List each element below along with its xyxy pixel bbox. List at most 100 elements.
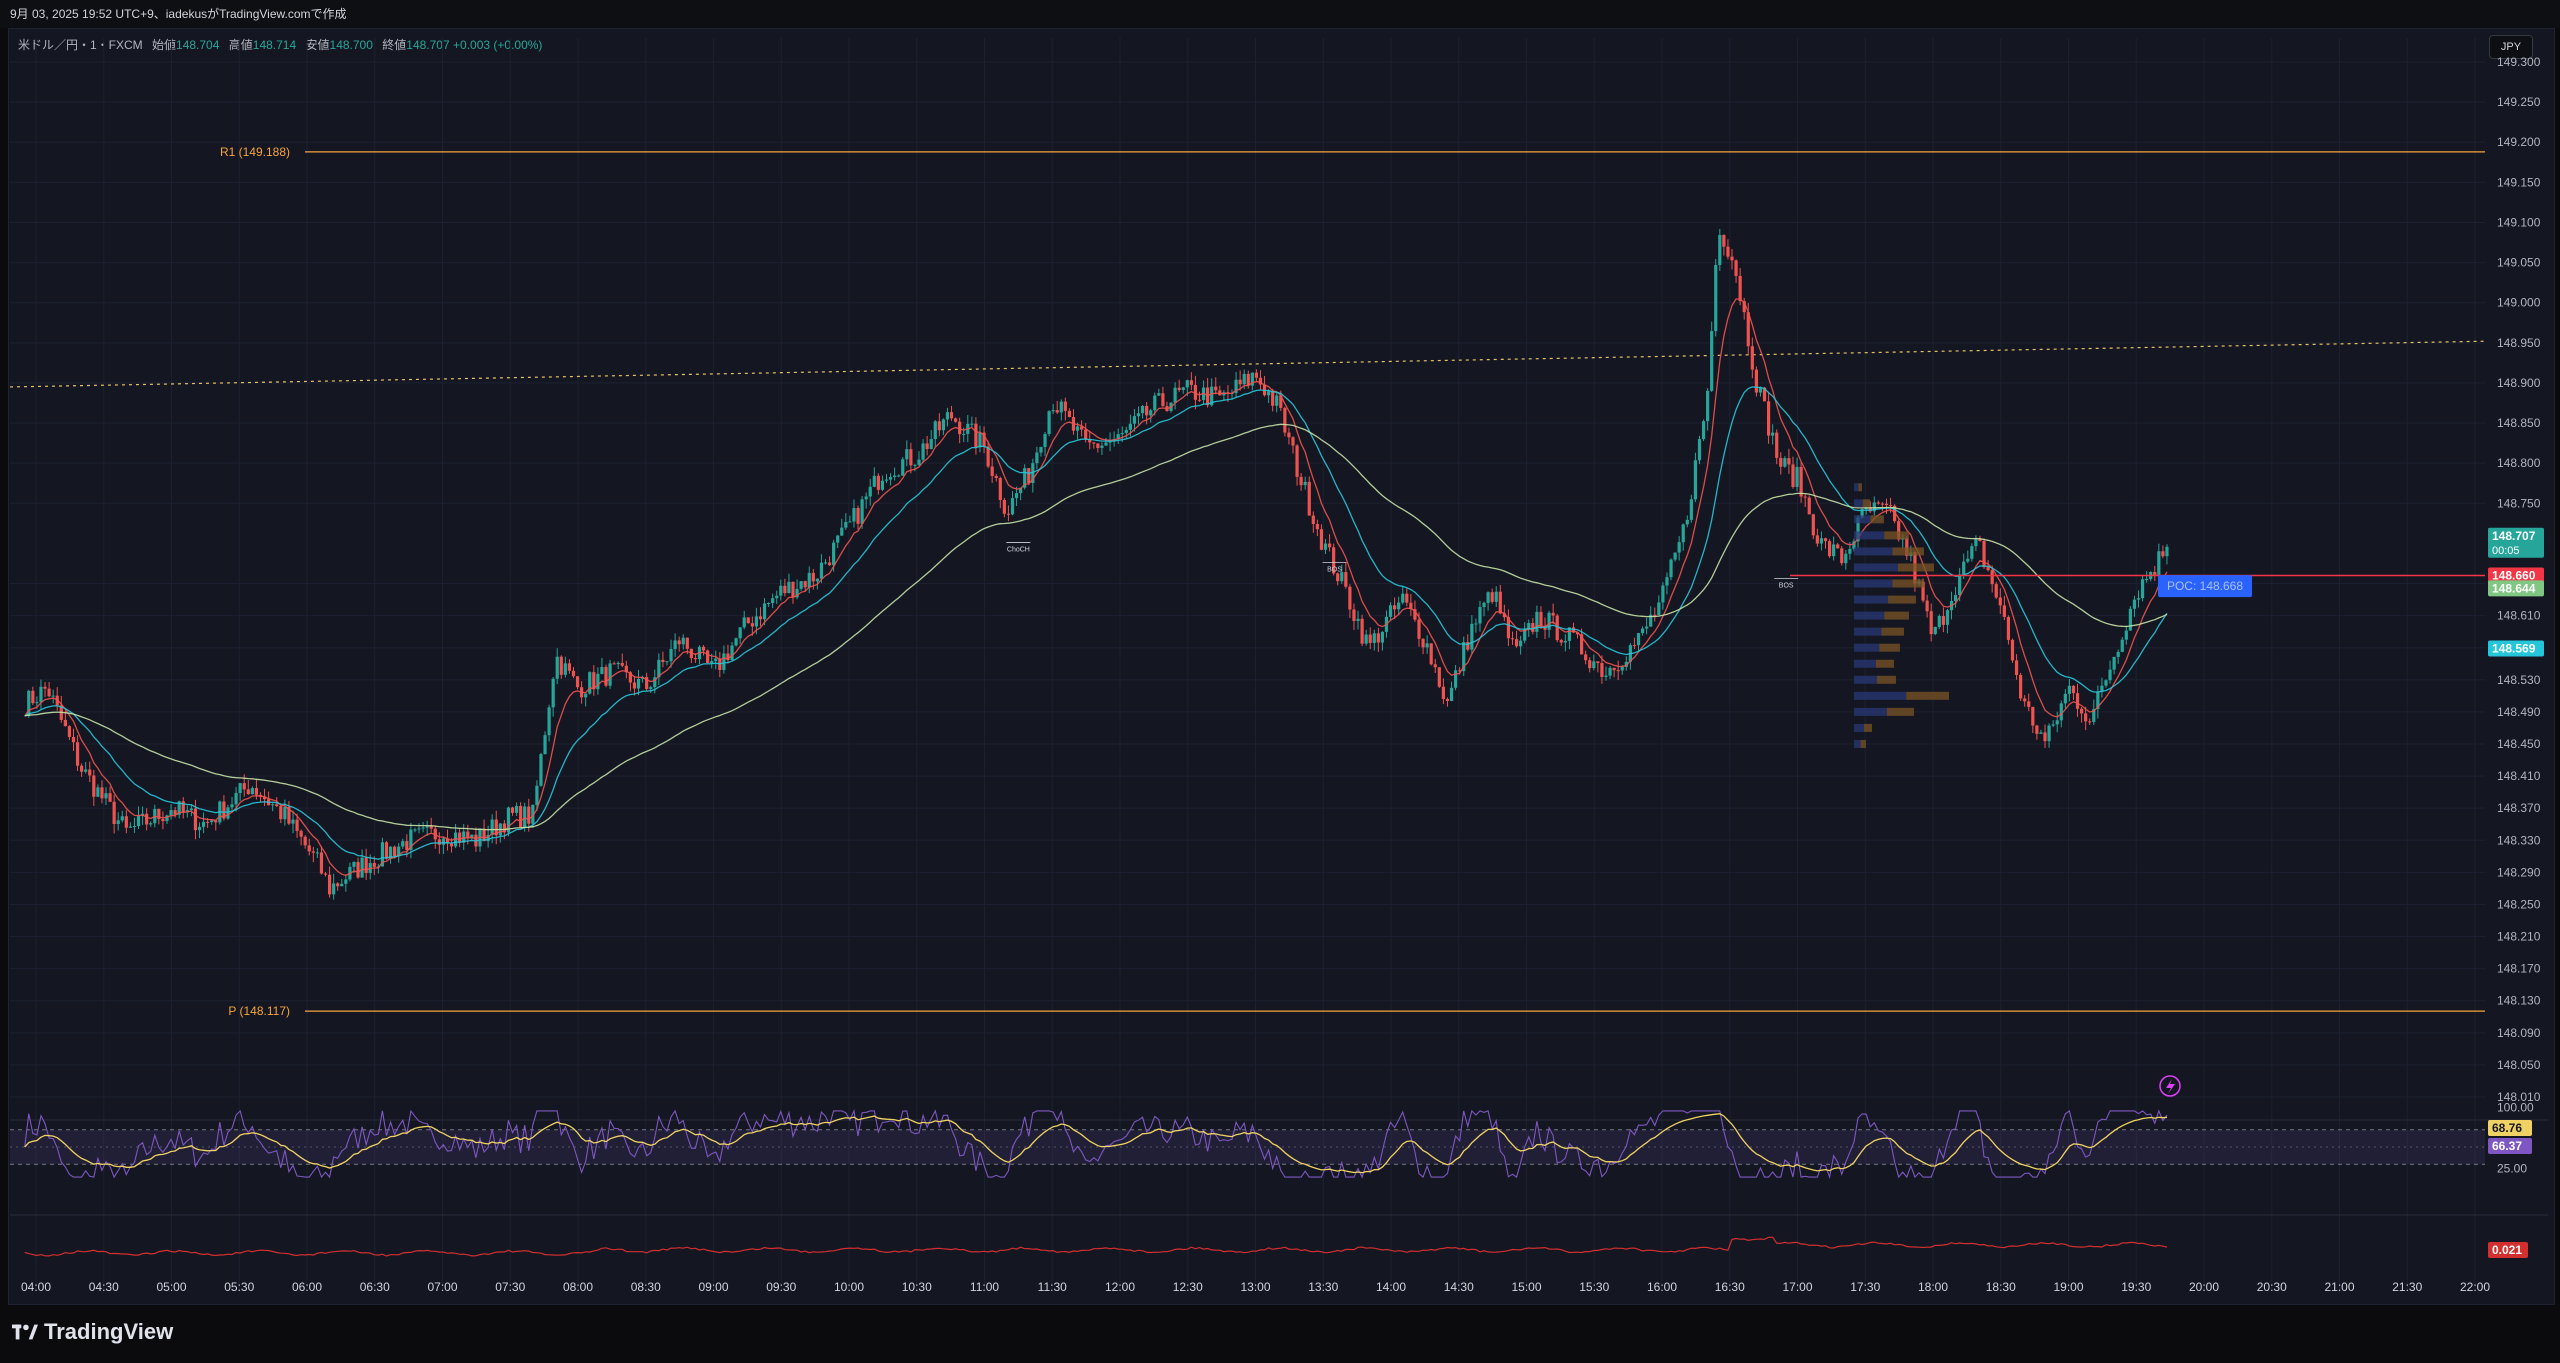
candle-body	[1075, 426, 1080, 431]
candle-body	[372, 862, 376, 867]
candle-body	[1669, 559, 1673, 578]
candle-body	[681, 637, 685, 645]
candle-body	[340, 883, 344, 887]
candle-body	[2023, 698, 2027, 702]
candle-body	[909, 449, 913, 466]
y-tick-label: 149.200	[2497, 135, 2541, 149]
candle-body	[1462, 642, 1466, 672]
candle-body	[575, 676, 580, 688]
candle-body	[807, 572, 811, 588]
candle-body	[230, 804, 234, 808]
structure-annotation: BOS	[1779, 583, 1794, 590]
lightning-icon[interactable]	[2159, 1075, 2181, 1097]
candle-body	[47, 688, 51, 697]
candle-body	[653, 677, 657, 688]
candle-body	[1409, 602, 1413, 610]
candle-body	[710, 661, 714, 664]
x-tick-label: 06:30	[360, 1280, 390, 1294]
candle-body	[112, 801, 116, 824]
candle-body	[2116, 651, 2120, 657]
candle-body	[2153, 572, 2157, 575]
candle-body	[2067, 685, 2072, 694]
currency-button[interactable]: JPY	[2489, 35, 2533, 59]
candle-body	[1795, 466, 1799, 487]
candle-body	[1884, 503, 1889, 506]
candle-body	[466, 831, 470, 839]
candle-body	[2108, 669, 2112, 681]
candle-body	[2120, 639, 2124, 652]
candle-body	[1620, 666, 1624, 671]
candle-body	[356, 861, 360, 878]
candle-body	[1803, 496, 1807, 498]
candle-body	[775, 595, 779, 599]
candle-body	[750, 623, 754, 627]
candle-body	[2112, 656, 2116, 670]
candle-body	[827, 562, 832, 566]
candle-body	[63, 719, 67, 727]
candle-body	[1031, 463, 1035, 484]
candle-body	[1502, 613, 1506, 618]
candle-body	[344, 879, 348, 884]
y-tick-label: 148.800	[2497, 456, 2541, 470]
candle-body	[1128, 423, 1132, 430]
candle-body	[283, 807, 287, 820]
volume-profile-bar-left	[1853, 531, 1885, 540]
candle-body	[1905, 537, 1909, 556]
candle-body	[1051, 410, 1055, 412]
volume-profile-bar-right	[1884, 531, 1909, 540]
candle-body	[425, 826, 429, 828]
y-tick-label: 149.250	[2497, 95, 2541, 109]
candle-body	[571, 670, 576, 677]
candle-body	[547, 707, 551, 736]
y-tick-label: 148.950	[2497, 336, 2541, 350]
chart-canvas[interactable]: 149.300 149.250 149.200 149.150 149.100 149.0…	[0, 0, 2560, 1305]
candle-body	[925, 443, 929, 450]
candle-body	[1856, 517, 1860, 542]
volume-profile-bar-left	[1853, 659, 1876, 668]
candle-body	[332, 883, 336, 895]
candle-body	[1380, 631, 1385, 643]
candle-body	[1177, 387, 1181, 391]
candle-body	[214, 820, 218, 823]
candle-body	[275, 804, 279, 807]
candle-body	[844, 521, 848, 528]
candle-body	[327, 874, 332, 895]
candle-body	[157, 808, 161, 819]
candle-body	[1693, 460, 1698, 500]
x-tick-label: 05:30	[224, 1280, 254, 1294]
candle-body	[1214, 386, 1218, 391]
low-value: 148.700	[329, 38, 373, 52]
x-tick-label: 17:00	[1782, 1280, 1812, 1294]
candle-body	[458, 832, 462, 843]
candle-body	[1336, 573, 1340, 582]
candle-body	[397, 846, 401, 857]
candle-body	[1279, 395, 1283, 408]
candle-body	[787, 581, 791, 594]
candle-body	[1482, 602, 1486, 607]
candle-body	[1291, 437, 1295, 446]
candle-body	[1555, 615, 1559, 641]
candle-body	[1616, 670, 1620, 672]
candle-body	[2002, 605, 2006, 617]
volume-profile-bar-right	[1860, 739, 1866, 748]
candle-body	[384, 842, 389, 859]
candle-body	[1246, 373, 1250, 386]
chart-frame[interactable]	[8, 28, 2555, 1305]
candle-body	[811, 572, 815, 582]
structure-annotation: ChoCH	[1007, 546, 1030, 553]
candle-body	[1193, 384, 1198, 400]
candle-body	[1827, 541, 1832, 557]
symbol-name[interactable]: 米ドル／円・1・FXCM	[18, 38, 143, 52]
candle-body	[1539, 611, 1543, 627]
candle-body	[901, 459, 905, 476]
candle-body	[567, 663, 572, 671]
candle-body	[608, 663, 612, 686]
volume-profile-bar-right	[1886, 707, 1914, 716]
candle-body	[1352, 609, 1356, 621]
candle-body	[1730, 256, 1734, 261]
tradingview-logo[interactable]: TradingView	[12, 1317, 173, 1347]
candle-body	[441, 838, 446, 845]
candle-body	[1149, 410, 1153, 416]
candle-body	[80, 765, 84, 772]
candle-body	[1673, 552, 1677, 560]
